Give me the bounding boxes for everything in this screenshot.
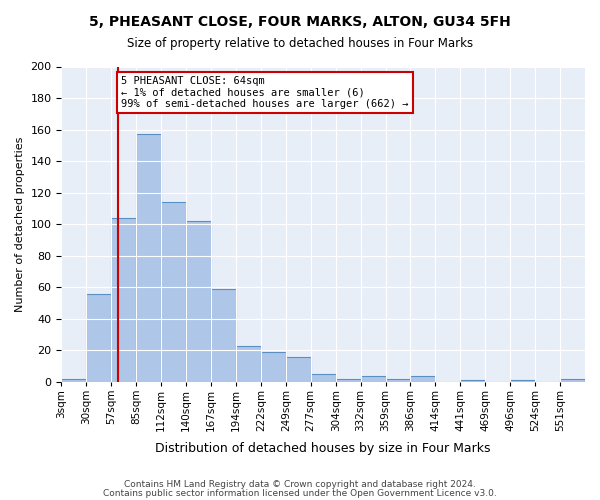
Bar — [286, 356, 311, 382]
Text: Contains HM Land Registry data © Crown copyright and database right 2024.: Contains HM Land Registry data © Crown c… — [124, 480, 476, 489]
X-axis label: Distribution of detached houses by size in Four Marks: Distribution of detached houses by size … — [155, 442, 491, 455]
Text: Size of property relative to detached houses in Four Marks: Size of property relative to detached ho… — [127, 38, 473, 51]
Bar — [261, 352, 286, 382]
Text: Contains public sector information licensed under the Open Government Licence v3: Contains public sector information licen… — [103, 488, 497, 498]
Bar — [510, 380, 535, 382]
Bar — [560, 378, 585, 382]
Bar — [186, 221, 211, 382]
Bar — [335, 378, 361, 382]
Bar — [61, 378, 86, 382]
Bar — [361, 376, 386, 382]
Bar — [460, 380, 485, 382]
Bar — [86, 294, 111, 382]
Bar — [311, 374, 335, 382]
Bar — [161, 202, 186, 382]
Bar — [410, 376, 436, 382]
Bar — [211, 289, 236, 382]
Text: 5, PHEASANT CLOSE, FOUR MARKS, ALTON, GU34 5FH: 5, PHEASANT CLOSE, FOUR MARKS, ALTON, GU… — [89, 15, 511, 29]
Bar — [136, 134, 161, 382]
Bar — [386, 378, 410, 382]
Bar — [236, 346, 261, 382]
Text: 5 PHEASANT CLOSE: 64sqm
← 1% of detached houses are smaller (6)
99% of semi-deta: 5 PHEASANT CLOSE: 64sqm ← 1% of detached… — [121, 76, 409, 109]
Y-axis label: Number of detached properties: Number of detached properties — [15, 136, 25, 312]
Bar — [111, 218, 136, 382]
